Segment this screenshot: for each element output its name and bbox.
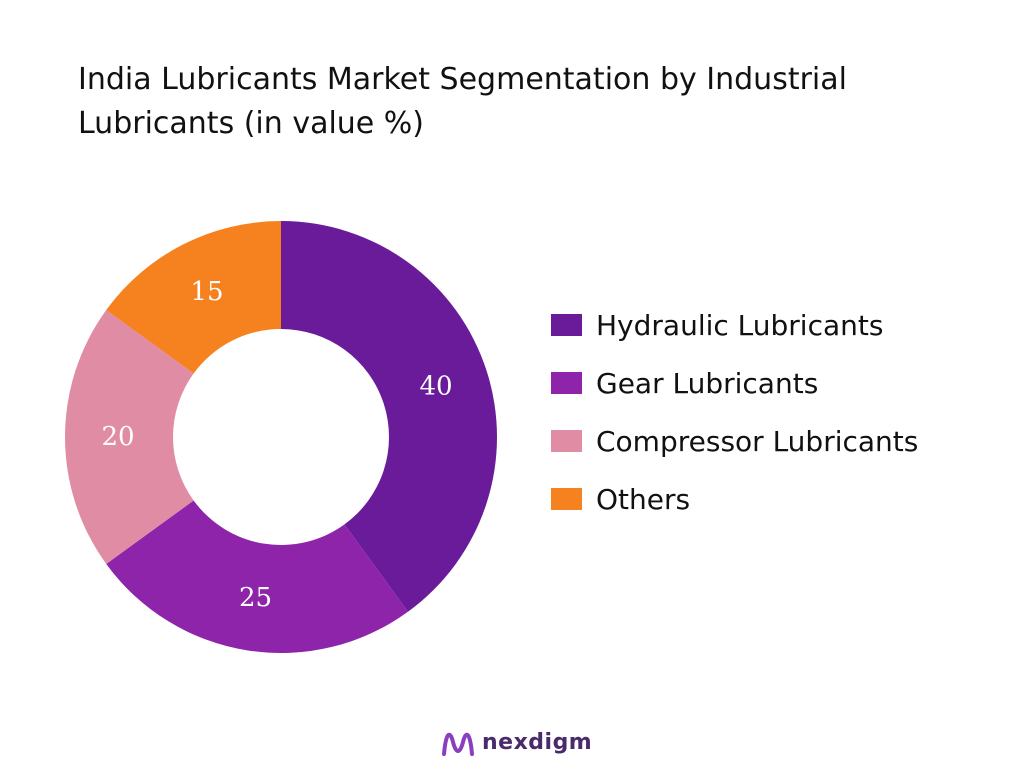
donut-slice-hydraulic-lubricants	[281, 221, 497, 612]
donut-label-compressor-lubricants: 20	[101, 422, 134, 452]
legend-item-others: Others	[551, 470, 918, 528]
brand-logo: nexdigm	[440, 722, 592, 762]
legend-label-gear-lubricants: Gear Lubricants	[596, 366, 819, 400]
donut-slice-compressor-lubricants	[65, 310, 194, 564]
legend-item-hydraulic-lubricants: Hydraulic Lubricants	[551, 296, 918, 354]
nexdigm-logo-icon	[442, 732, 474, 756]
donut-slice-gear-lubricants	[106, 500, 408, 653]
chart-title-line-2: Lubricants (in value %)	[78, 106, 425, 141]
legend-swatch-others	[551, 488, 582, 510]
chart-legend: Hydraulic Lubricants Gear Lubricants Com…	[551, 296, 918, 528]
donut-slice-others	[106, 221, 282, 374]
legend-swatch-compressor-lubricants	[551, 430, 582, 452]
legend-item-compressor-lubricants: Compressor Lubricants	[551, 412, 918, 470]
legend-swatch-gear-lubricants	[551, 372, 582, 394]
donut-label-gear-lubricants: 25	[239, 583, 272, 613]
legend-item-gear-lubricants: Gear Lubricants	[551, 354, 918, 412]
legend-label-others: Others	[596, 482, 691, 516]
donut-chart: 40 25 20 15	[65, 221, 497, 653]
legend-swatch-hydraulic-lubricants	[551, 314, 582, 336]
brand-name: nexdigm	[482, 729, 593, 755]
donut-label-hydraulic-lubricants: 40	[419, 372, 452, 402]
legend-label-compressor-lubricants: Compressor Lubricants	[596, 424, 919, 458]
chart-title-line-1: India Lubricants Market Segmentation by …	[78, 62, 847, 97]
donut-label-others: 15	[190, 277, 223, 307]
chart-title: India Lubricants Market Segmentation by …	[78, 58, 978, 146]
legend-label-hydraulic-lubricants: Hydraulic Lubricants	[596, 308, 884, 342]
